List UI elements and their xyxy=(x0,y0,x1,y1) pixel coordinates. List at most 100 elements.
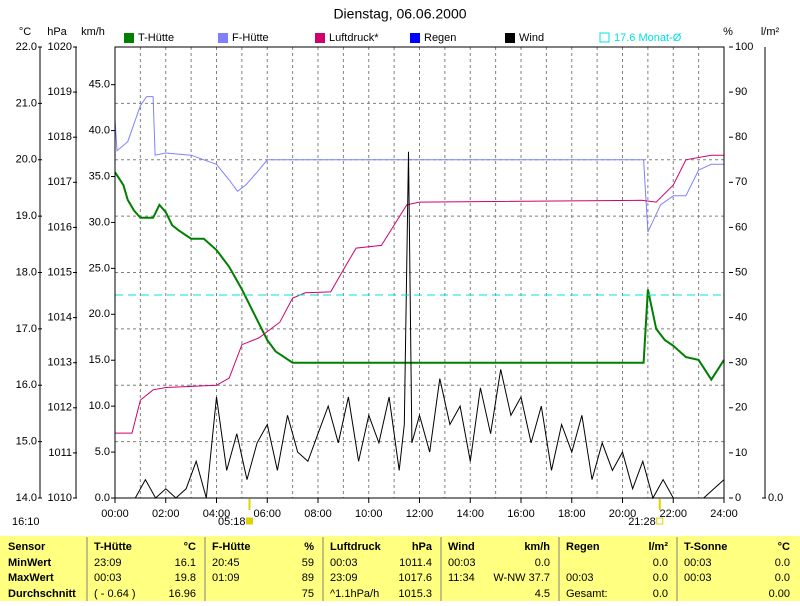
y-tick-label: 30 xyxy=(735,357,747,369)
legend-label: Wind xyxy=(519,32,544,44)
table-cell: ^1.1hPa/h xyxy=(330,588,379,600)
y-tick-label: 17.0 xyxy=(16,323,37,335)
time-label: 16:10 xyxy=(12,516,40,528)
table-header-cell: F-Hütte xyxy=(212,541,251,553)
y-tick-label: 1010 xyxy=(48,492,72,504)
y-tick-label: 1015 xyxy=(48,266,72,278)
table-header-cell: T-Sonne xyxy=(684,541,727,553)
table-cell: Durchschnitt xyxy=(8,588,76,600)
axis-unit: °C xyxy=(19,26,31,38)
table-cell: W-NW 37.7 xyxy=(493,572,550,584)
legend-label: Luftdruck* xyxy=(329,32,379,44)
x-tick-label: 00:00 xyxy=(101,508,129,520)
table-cell: 1015.3 xyxy=(398,588,432,600)
table-cell: 01:09 xyxy=(212,572,240,584)
legend-swatch xyxy=(124,33,134,43)
y-tick-label: 18.0 xyxy=(16,266,37,278)
y-tick-label: 45.0 xyxy=(89,79,110,91)
y-tick-label: 50 xyxy=(735,266,747,278)
y-tick-label: 10 xyxy=(735,447,747,459)
table-header-cell: Sensor xyxy=(8,541,46,553)
table-background xyxy=(0,536,800,601)
table-cell: 23:09 xyxy=(330,572,358,584)
chart-title: Dienstag, 06.06.2000 xyxy=(333,6,466,22)
plot-area xyxy=(115,47,724,498)
legend-swatch xyxy=(410,33,420,43)
legend-label: T-Hütte xyxy=(138,32,174,44)
series-line xyxy=(114,96,724,233)
table-cell: 0.0 xyxy=(653,557,668,569)
legend-label: Regen xyxy=(424,32,456,44)
table-cell: Gesamt: xyxy=(566,588,608,600)
y-tick-label: 1016 xyxy=(48,221,72,233)
x-tick-label: 08:00 xyxy=(304,508,332,520)
y-tick-label: 22.0 xyxy=(16,41,37,53)
sunset-label: 21:28 xyxy=(628,516,656,528)
table-cell: 00:03 xyxy=(566,572,594,584)
table-cell: 89 xyxy=(302,572,314,584)
axis-unit: l/m² xyxy=(761,26,780,38)
sunrise-icon xyxy=(245,517,253,525)
y-tick-label: 1020 xyxy=(48,41,72,53)
x-tick-label: 06:00 xyxy=(253,508,281,520)
sunrise-label: 05:18 xyxy=(218,516,246,528)
table-cell: 00:03 xyxy=(684,572,712,584)
table-cell: 1017.6 xyxy=(398,572,432,584)
table-cell: 11:34 xyxy=(448,572,475,584)
table-cell: 4.5 xyxy=(535,588,550,600)
y-tick-label: 1018 xyxy=(48,131,72,143)
y-tick-label: 70 xyxy=(735,176,747,188)
legend-swatch xyxy=(315,33,325,43)
x-tick-label: 22:00 xyxy=(659,508,687,520)
table-cell: 0.00 xyxy=(769,588,790,600)
table-header-cell: Wind xyxy=(448,541,475,553)
table-header-cell: Regen xyxy=(566,541,600,553)
y-tick-label: 25.0 xyxy=(89,262,110,274)
table-cell: 00:03 xyxy=(448,557,476,569)
x-tick-label: 12:00 xyxy=(406,508,434,520)
y-tick-label: 10.0 xyxy=(89,400,110,412)
series-line xyxy=(115,154,724,434)
x-tick-label: 20:00 xyxy=(609,508,637,520)
y-tick-label: 30.0 xyxy=(89,216,110,228)
axis-unit: hPa xyxy=(47,26,67,38)
axis-unit: % xyxy=(723,26,733,38)
table-header-cell: °C xyxy=(778,541,790,553)
y-tick-label: 20.0 xyxy=(89,308,110,320)
table-cell: MinWert xyxy=(8,557,52,569)
x-tick-label: 14:00 xyxy=(456,508,484,520)
table-cell: 75 xyxy=(302,588,314,600)
table-header-cell: % xyxy=(304,541,314,553)
table-header-cell: hPa xyxy=(412,541,433,553)
x-tick-label: 18:00 xyxy=(558,508,586,520)
y-tick-label: 5.0 xyxy=(95,446,110,458)
table-header-cell: km/h xyxy=(524,541,550,553)
x-tick-label: 02:00 xyxy=(152,508,180,520)
y-tick-label: 35.0 xyxy=(89,170,110,182)
table-cell: 16.96 xyxy=(168,588,196,600)
table-cell: 1011.4 xyxy=(399,557,432,569)
table-header-cell: °C xyxy=(184,541,196,553)
y-tick-label: 40 xyxy=(735,312,747,324)
table-cell: 0.0 xyxy=(775,557,790,569)
x-tick-label: 10:00 xyxy=(355,508,383,520)
y-tick-label: 1013 xyxy=(48,357,72,369)
y-tick-label: 40.0 xyxy=(89,124,110,136)
y-tick-label: 15.0 xyxy=(89,354,110,366)
table-cell: 59 xyxy=(302,557,314,569)
y-tick-label: 21.0 xyxy=(16,97,37,109)
y-tick-label: 1019 xyxy=(48,86,72,98)
legend-swatch xyxy=(218,33,228,43)
legend-label: F-Hütte xyxy=(232,32,269,44)
legend-swatch xyxy=(505,33,515,43)
table-header-cell: l/m² xyxy=(648,541,668,553)
table-cell: 0.0 xyxy=(653,588,668,600)
table-cell: 16.1 xyxy=(175,557,196,569)
table-header-cell: Luftdruck xyxy=(330,541,382,553)
table-cell: 19.8 xyxy=(175,572,196,584)
y-tick-label: 1011 xyxy=(48,447,72,459)
table-header-cell: T-Hütte xyxy=(94,541,132,553)
x-tick-label: 24:00 xyxy=(710,508,738,520)
table-cell: ( - 0.64 ) xyxy=(94,588,136,600)
sunset-icon xyxy=(656,517,664,525)
